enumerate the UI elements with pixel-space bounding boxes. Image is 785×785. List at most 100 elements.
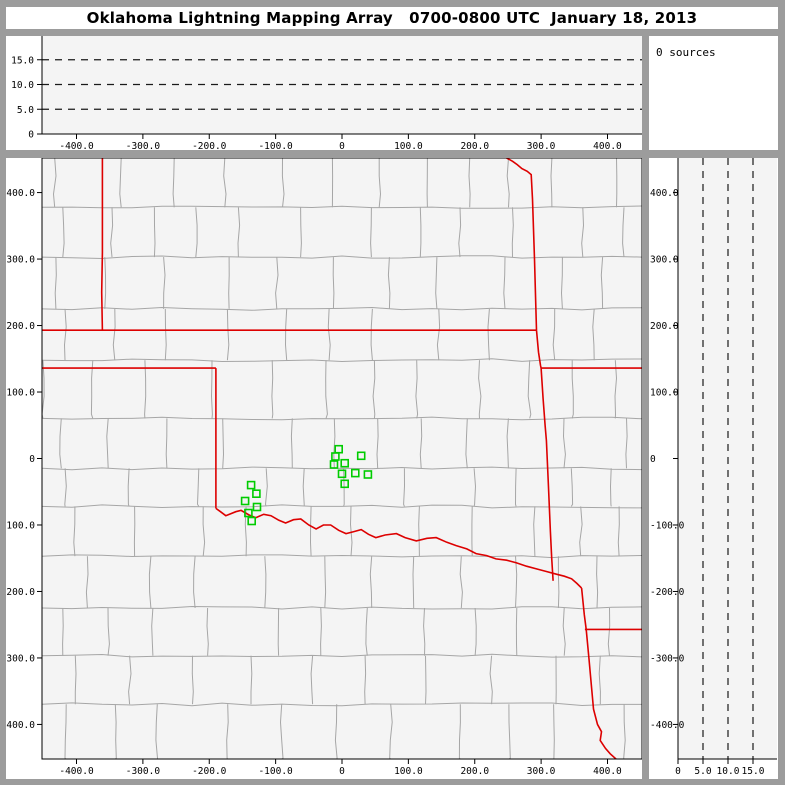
county-line-v [473, 468, 477, 507]
state-border-line [100, 158, 104, 331]
lma-station-marker [350, 468, 360, 478]
county-line-v [459, 556, 463, 609]
title-bar: Oklahoma Lightning Mapping Array 0700-08… [6, 7, 778, 29]
county-line-v [506, 418, 509, 469]
county-line-v [148, 556, 152, 609]
county-line-v [210, 360, 213, 419]
county-line-v [104, 257, 107, 309]
county-line-v [202, 506, 206, 557]
county-line-v [387, 257, 391, 309]
lma-station-marker [252, 502, 262, 512]
county-line-v [614, 360, 618, 419]
ew-tick-label: 100.0 [394, 141, 423, 150]
ew-tick-label: 300.0 [527, 766, 556, 777]
county-line-v [52, 158, 57, 208]
county-line-v [570, 468, 574, 507]
county-line-v [114, 704, 117, 759]
separator-vertical [642, 29, 649, 779]
county-line-v [607, 607, 611, 656]
county-line-v [560, 257, 563, 309]
county-line-v [579, 506, 583, 557]
separator-below-title [6, 29, 778, 36]
county-line-v [418, 506, 420, 557]
county-line-v [172, 158, 175, 208]
lma-station-marker [246, 480, 256, 490]
county-line-v [365, 607, 368, 656]
county-line-v [533, 506, 536, 557]
frame-right [778, 0, 785, 785]
map-background [42, 158, 642, 759]
county-line-v [112, 308, 116, 361]
county-line-v [279, 704, 284, 759]
county-line-v [327, 308, 331, 361]
county-line-v [515, 556, 518, 609]
altitude-tick-label: 5.0 [17, 105, 34, 116]
lma-station-marker [340, 479, 350, 489]
ns-tick-label: 100.0 [650, 388, 679, 399]
county-line-v [503, 257, 506, 309]
county-line-v [609, 468, 612, 507]
ns-tick-label: -200.0 [650, 587, 685, 598]
altitude-tick-label: 0 [675, 766, 681, 777]
county-line-v [370, 207, 372, 258]
county-line-v [474, 607, 477, 656]
ns-tick-label: 0 [29, 454, 35, 465]
county-line-v [226, 704, 229, 759]
county-line-v [64, 468, 67, 507]
county-line-v [376, 418, 379, 469]
county-line-v [596, 556, 599, 609]
county-line-v [74, 655, 77, 705]
county-line-v [436, 308, 441, 361]
county-line-h [42, 554, 642, 559]
county-line-v [320, 607, 322, 656]
county-line-v [617, 506, 620, 557]
lma-station-marker [340, 458, 350, 468]
county-line-v [271, 360, 274, 419]
lma-station-marker [329, 460, 339, 469]
county-line-v [553, 704, 555, 759]
county-line-v [90, 360, 94, 419]
county-line-v [514, 468, 517, 507]
county-line-v [107, 607, 110, 656]
county-line-v [552, 308, 556, 361]
county-line-v [334, 704, 338, 759]
county-line-v [155, 704, 159, 759]
state-border-line [580, 588, 618, 759]
county-line-v [511, 207, 514, 258]
county-line-v [290, 418, 293, 469]
county-line-v [62, 607, 64, 656]
altitude-tick-label: 15.0 [742, 766, 765, 777]
altitude-vs-eastwest-panel[interactable]: 0 5.0 10.0 15.0 -400.0 -300.0 -200.0 -100.0 0 100… [6, 36, 642, 150]
county-line-h [42, 255, 642, 260]
ns-tick-label: -400.0 [650, 720, 685, 731]
county-line-v [195, 207, 198, 258]
lma-stations [240, 444, 373, 526]
ns-tick-label: 200.0 [650, 321, 679, 332]
county-line-v [598, 655, 601, 705]
county-line-v [458, 704, 461, 759]
county-line-v [458, 207, 462, 258]
county-line-v [425, 655, 427, 705]
county-line-h [42, 653, 642, 658]
county-line-v [59, 418, 62, 469]
altitude-tick-label: 15.0 [11, 55, 34, 66]
sources-count-label: 0 sources [656, 46, 716, 59]
county-line-v [193, 556, 196, 609]
county-line-v [623, 704, 626, 759]
county-line-v [489, 655, 493, 705]
county-line-v [403, 468, 406, 507]
county-line-h [42, 504, 642, 509]
county-line-v [144, 360, 147, 419]
county-line-v [153, 207, 156, 258]
ew-tick-label: -400.0 [59, 766, 94, 777]
ns-tick-label: 100.0 [6, 388, 35, 399]
ns-tick-label: -300.0 [6, 653, 35, 664]
county-line-v [562, 607, 566, 656]
plan-view-map-panel[interactable]: 400.0 300.0 200.0 100.0 0 -100.0 -200.0 -300.0 -… [6, 158, 642, 779]
county-line-v [468, 158, 471, 208]
county-line-h [42, 702, 642, 707]
lma-station-marker [247, 516, 256, 526]
county-line-v [128, 655, 132, 705]
altitude-vs-northsouth-panel[interactable]: 400.0 300.0 200.0 100.0 0 -100.0 -200.0 -300.0 -… [649, 158, 778, 779]
